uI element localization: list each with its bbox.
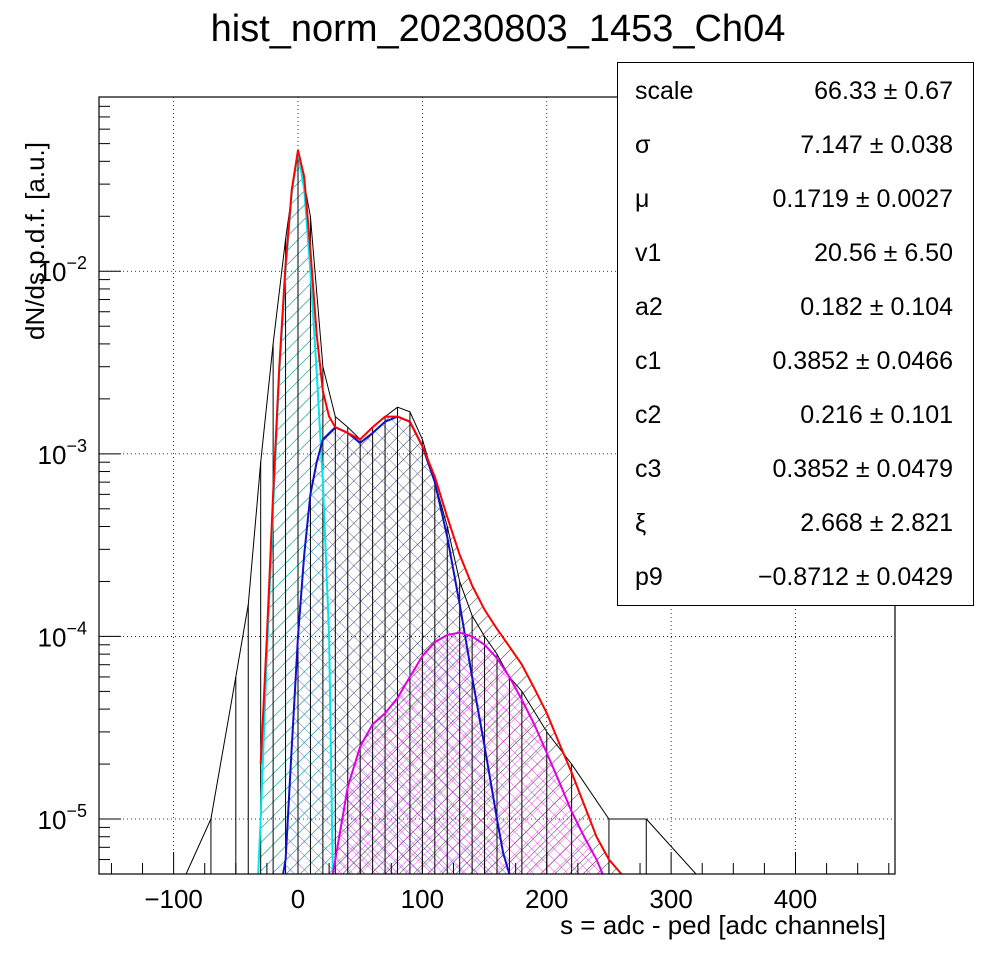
- stat-name: p9: [635, 563, 663, 591]
- first-pe-component-curve: [282, 415, 511, 875]
- stat-value: 0.3852 ± 0.0466: [772, 347, 953, 375]
- x-axis-label: s = adc - ped [adc channels]: [560, 910, 886, 940]
- fit-stats-box: scale 66.33 ± 0.67 σ 7.147 ± 0.038 μ 0.1719 ±…: [617, 62, 974, 606]
- x-tick-label: 100: [401, 884, 444, 914]
- stat-name: scale: [635, 77, 694, 105]
- second-pe-fill: [332, 632, 603, 874]
- stat-row: a2 0.182 ± 0.104: [618, 279, 973, 333]
- stat-name: c1: [635, 347, 662, 375]
- stat-value: 66.33 ± 0.67: [814, 77, 953, 105]
- stat-name: a2: [635, 293, 663, 321]
- x-tick-label: 0: [291, 884, 305, 914]
- stat-name: c3: [635, 455, 662, 483]
- stat-value: 20.56 ± 6.50: [814, 239, 953, 267]
- stat-value: 7.147 ± 0.038: [800, 131, 953, 159]
- y-tick-label: 10−4: [38, 618, 87, 652]
- x-tick-label: −100: [144, 884, 203, 914]
- total-fit-curve: [259, 149, 623, 875]
- histogram-series: [148, 150, 871, 875]
- stat-value: 2.668 ± 2.821: [800, 509, 953, 537]
- second-pe-component-curve: [331, 631, 604, 875]
- stat-value: 0.3852 ± 0.0479: [772, 455, 953, 483]
- x-tick-label: 300: [649, 884, 692, 914]
- x-tick-label: 200: [525, 884, 568, 914]
- stat-row: c2 0.216 ± 0.101: [618, 387, 973, 441]
- component-fills: [258, 150, 622, 874]
- chart-title: hist_norm_20230803_1453_Ch04: [210, 8, 786, 50]
- stat-row: scale 66.33 ± 0.67: [618, 63, 973, 117]
- stat-name: σ: [635, 131, 651, 159]
- stat-name: v1: [635, 239, 662, 267]
- stat-name: ξ: [635, 509, 647, 537]
- pedestal-fill: [258, 152, 333, 874]
- stat-value: −0.8712 ± 0.0429: [757, 563, 953, 591]
- stat-name: μ: [635, 185, 650, 213]
- y-axis-label: dN/ds p.d.f. [a.u.]: [20, 142, 50, 340]
- stat-row: c3 0.3852 ± 0.0479: [618, 441, 973, 495]
- y-tick-label: 10−3: [38, 436, 87, 470]
- stat-value: 0.216 ± 0.101: [800, 401, 953, 429]
- stat-row: v1 20.56 ± 6.50: [618, 225, 973, 279]
- stat-row: p9 −0.8712 ± 0.0429: [618, 549, 973, 603]
- histogram-outline: [148, 150, 871, 875]
- stat-value: 0.182 ± 0.104: [800, 293, 953, 321]
- stat-value: 0.1719 ± 0.0027: [772, 185, 953, 213]
- stat-row: μ 0.1719 ± 0.0027: [618, 171, 973, 225]
- stat-row: c1 0.3852 ± 0.0466: [618, 333, 973, 387]
- x-tick-label: 400: [774, 884, 817, 914]
- stat-row: ξ 2.668 ± 2.821: [618, 495, 973, 549]
- y-tick-label: 10−5: [38, 801, 87, 835]
- y-tick-label: 10−2: [38, 253, 87, 287]
- stat-name: c2: [635, 401, 662, 429]
- stat-row: σ 7.147 ± 0.038: [618, 117, 973, 171]
- fit-curves: [257, 149, 623, 875]
- axes: −100 0 100 200 300 400 10−5 10−4 10−3 10−2: [38, 96, 890, 914]
